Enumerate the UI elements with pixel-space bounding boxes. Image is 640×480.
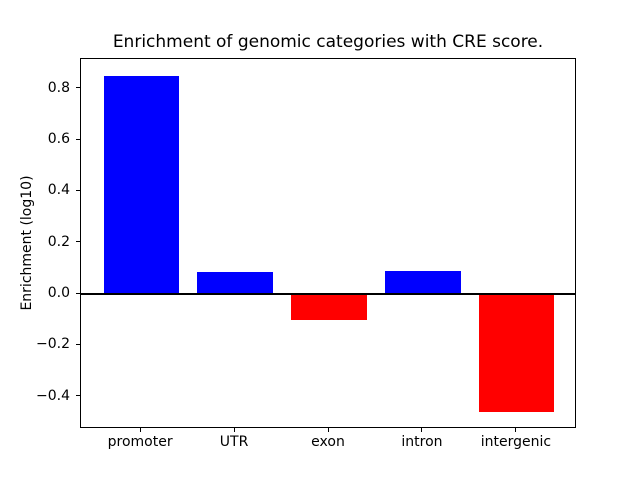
x-tick-mark <box>139 428 141 432</box>
y-tick-label: 0.6 <box>47 131 70 147</box>
y-tick-mark <box>76 189 80 191</box>
y-tick-mark <box>76 292 80 294</box>
y-tick-label: 0.8 <box>47 79 70 96</box>
x-tick-label-intergenic: intergenic <box>480 434 552 450</box>
zero-line <box>81 292 575 296</box>
chart-title: Enrichment of genomic categories with CR… <box>112 32 544 52</box>
x-tick-mark <box>421 428 423 432</box>
bar-intergenic <box>479 294 555 413</box>
x-tick-label-exon: exon <box>311 434 345 450</box>
y-tick-label: −0.4 <box>36 387 70 404</box>
bar-promoter <box>103 75 179 295</box>
y-tick-mark <box>76 87 80 89</box>
y-tick-label: 0.0 <box>47 285 70 302</box>
bar-intron <box>385 270 461 295</box>
y-tick-label: 0.4 <box>47 182 70 199</box>
y-tick-mark <box>76 138 80 140</box>
x-tick-label-UTR: UTR <box>219 434 249 450</box>
x-tick-label-promoter: promoter <box>107 434 173 450</box>
y-tick-label: 0.2 <box>47 233 70 250</box>
y-tick-label: −0.2 <box>36 336 70 353</box>
x-tick-mark <box>515 428 517 432</box>
bar-UTR <box>197 272 273 295</box>
x-tick-mark <box>327 428 329 432</box>
plot-area <box>80 58 576 428</box>
y-tick-mark <box>76 395 80 397</box>
y-tick-mark <box>76 343 80 345</box>
bar-exon <box>291 294 367 320</box>
y-tick-mark <box>76 241 80 243</box>
x-tick-mark <box>233 428 235 432</box>
x-tick-label-intron: intron <box>401 434 443 450</box>
